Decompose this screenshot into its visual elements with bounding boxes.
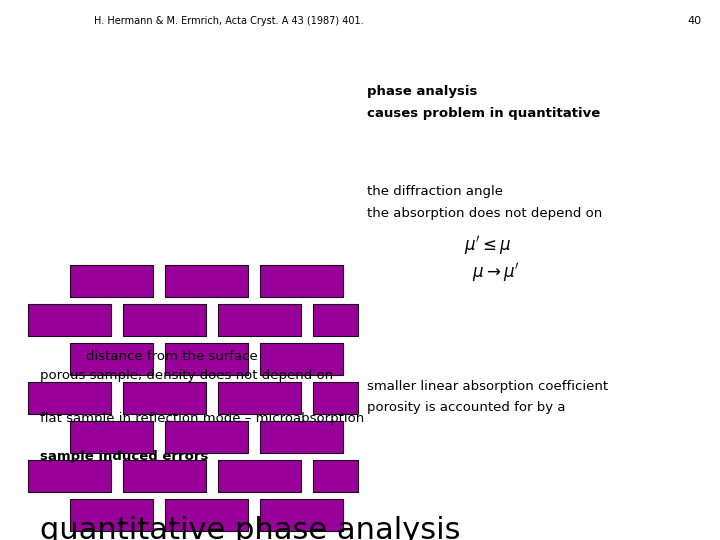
Text: $\mu' \leq \mu$: $\mu' \leq \mu$ [464,234,512,257]
Text: phase analysis: phase analysis [367,85,477,98]
Bar [28,382,111,414]
Bar [164,343,248,375]
Bar [123,460,206,492]
Bar [28,304,111,336]
Bar [70,499,153,531]
Text: the diffraction angle: the diffraction angle [367,185,503,198]
Text: causes problem in quantitative: causes problem in quantitative [367,107,600,120]
Text: sample induced errors: sample induced errors [40,450,208,463]
Bar [28,460,111,492]
Bar [164,265,248,297]
Bar [70,343,153,375]
Bar [218,304,301,336]
Text: porous sample, density does not depend on: porous sample, density does not depend o… [40,369,333,382]
Bar [164,421,248,453]
Bar [313,382,358,414]
Bar [70,265,153,297]
Bar [218,460,301,492]
Bar [313,460,358,492]
Bar [70,421,153,453]
Text: flat sample in reflection mode – microabsorption: flat sample in reflection mode – microab… [40,412,364,425]
Bar [259,421,343,453]
Bar [259,343,343,375]
Text: H. Hermann & M. Ermrich, Acta Cryst. A 43 (1987) 401.: H. Hermann & M. Ermrich, Acta Cryst. A 4… [94,16,363,25]
Text: $\mu \rightarrow \mu'$: $\mu \rightarrow \mu'$ [472,261,519,284]
Bar [218,382,301,414]
Text: the absorption does not depend on: the absorption does not depend on [367,207,603,220]
Text: porosity is accounted for by a: porosity is accounted for by a [367,401,566,414]
Text: smaller linear absorption coefficient: smaller linear absorption coefficient [367,380,608,393]
Bar [259,499,343,531]
Text: 40: 40 [688,16,702,25]
Bar [259,265,343,297]
Bar [123,382,206,414]
Bar [164,499,248,531]
Bar [313,304,358,336]
Text: distance from the surface: distance from the surface [86,350,258,363]
Text: quantitative phase analysis: quantitative phase analysis [40,516,460,540]
Bar [123,304,206,336]
